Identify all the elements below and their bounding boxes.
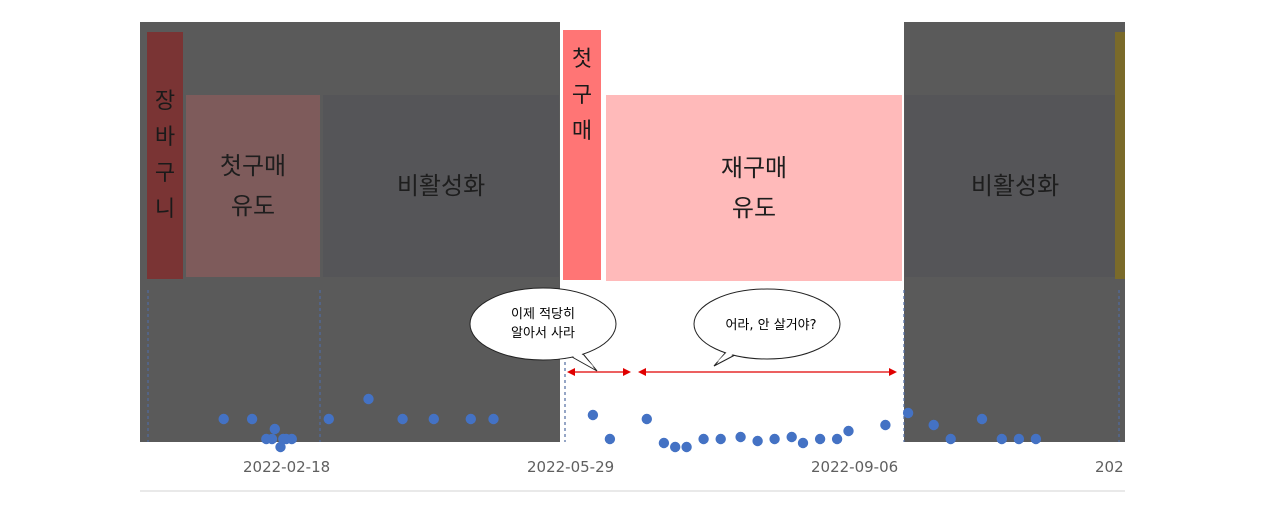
stage-inactive-right-label: 비활성화 xyxy=(970,172,1060,200)
bubble-right-text-wrap: 어라, 안 살거야? xyxy=(697,305,845,345)
stage-repurchase-nudge: 재구매 유도 xyxy=(606,95,902,281)
purchase-dot xyxy=(363,393,374,405)
bubble-left-text: 이제 적당히 알아서 사라 xyxy=(511,307,575,341)
purchase-dot xyxy=(266,433,278,445)
stage-cart: 장 바 구 니 xyxy=(147,32,183,279)
arrow-silence-head-right xyxy=(623,368,631,376)
stage-first-purchase-nudge-label: 첫구매 유도 xyxy=(219,152,287,220)
purchase-dot xyxy=(604,433,616,445)
arrow-repurchase-window-head-left xyxy=(638,368,646,376)
stage-boundaries xyxy=(147,290,1120,442)
tick-label-1: 2022-02-18 xyxy=(243,458,331,476)
purchase-dot xyxy=(698,433,709,445)
purchase-dot xyxy=(1013,433,1025,445)
stage-first-purchase-label: 첫 구 매 xyxy=(571,47,593,144)
purchase-dot xyxy=(735,431,746,443)
purchase-dot xyxy=(397,413,408,425)
purchase-dot xyxy=(465,413,476,425)
purchase-dot xyxy=(769,433,780,445)
purchase-dot xyxy=(670,441,681,453)
stage-first-purchase-nudge: 첫구매 유도 xyxy=(186,95,320,277)
stage-inactive-right: 비활성화 xyxy=(905,95,1125,277)
purchase-dot xyxy=(902,407,914,419)
purchase-dot xyxy=(843,425,854,437)
stage-cart-label: 장 바 구 니 xyxy=(154,88,176,222)
purchase-dot xyxy=(996,433,1007,445)
tick-label-4: 202 xyxy=(1095,458,1124,476)
purchase-dot xyxy=(945,433,956,445)
purchase-dot xyxy=(814,433,826,445)
stage-inactive-left-label: 비활성화 xyxy=(396,172,486,200)
speech-bubbles xyxy=(469,287,841,372)
stage-inactive-left: 비활성화 xyxy=(323,95,559,277)
period-arrows xyxy=(567,368,897,376)
purchase-dot xyxy=(658,437,670,449)
tick-label-2: 2022-05-29 xyxy=(527,458,615,476)
purchase-dot xyxy=(880,419,891,431)
bubble-left-text-wrap: 이제 적당히 알아서 사라 xyxy=(476,296,610,352)
bubble-right-tail-fill xyxy=(717,346,748,362)
bubble-right-text: 어라, 안 살거야? xyxy=(725,317,817,333)
purchase-dot xyxy=(428,413,439,425)
purchase-dot xyxy=(752,435,763,447)
bubble-left xyxy=(469,287,617,361)
purchase-dots xyxy=(218,393,1042,453)
purchase-dot xyxy=(681,441,692,453)
purchase-dot xyxy=(1030,433,1042,445)
arrow-repurchase-window-head-right xyxy=(889,368,897,376)
purchase-dot xyxy=(786,431,797,443)
stage-first-purchase: 첫 구 매 xyxy=(563,30,601,280)
purchase-dot xyxy=(831,433,843,445)
purchase-dot xyxy=(323,413,334,425)
purchase-dot xyxy=(488,413,499,425)
purchase-dot xyxy=(928,419,939,431)
purchase-dot xyxy=(641,413,652,425)
bubble-right xyxy=(693,288,841,360)
purchase-dot xyxy=(275,441,286,453)
purchase-dot xyxy=(797,437,809,449)
bubble-left-tail-fill xyxy=(560,345,594,367)
tick-label-3: 2022-09-06 xyxy=(811,458,899,476)
stage-next-partial xyxy=(1115,32,1125,279)
purchase-dot xyxy=(976,413,988,425)
purchase-dot xyxy=(246,413,258,425)
purchase-dot xyxy=(286,433,297,445)
purchase-dot xyxy=(269,423,280,435)
purchase-dot xyxy=(715,433,726,445)
purchase-dot xyxy=(218,413,229,425)
purchase-dot xyxy=(587,409,599,421)
arrow-silence-head-left xyxy=(567,368,575,376)
stage-repurchase-nudge-label: 재구매 유도 xyxy=(720,154,788,222)
